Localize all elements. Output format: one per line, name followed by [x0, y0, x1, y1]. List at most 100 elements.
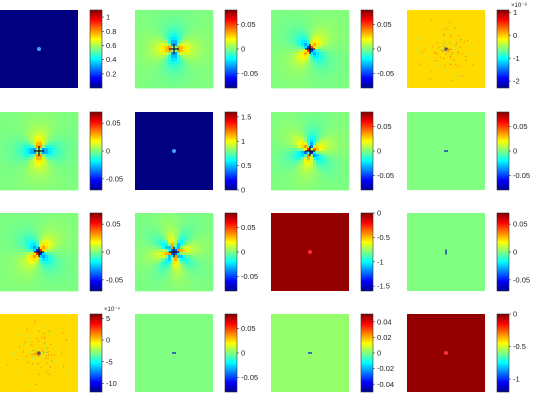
heatmap-cell — [337, 64, 341, 68]
heatmap-cell — [304, 154, 308, 158]
heatmap-cell — [138, 16, 142, 20]
heatmap-cell — [72, 231, 76, 235]
heatmap-cell — [0, 136, 4, 140]
heatmap-cell — [63, 145, 67, 149]
heatmap-cell — [204, 85, 208, 89]
heatmap-cell — [319, 130, 323, 134]
heatmap-cell — [277, 82, 281, 86]
heatmap-cell — [51, 169, 55, 173]
heatmap-cell — [45, 187, 49, 191]
heatmap-cell — [30, 118, 34, 122]
heatmap-cell — [168, 264, 172, 268]
heatmap-cell — [30, 264, 34, 268]
heatmap-cell — [48, 252, 52, 256]
heatmap-cell — [322, 148, 326, 152]
heatmap-cell — [183, 279, 187, 283]
heatmap-cell — [289, 73, 293, 77]
heatmap-cell — [271, 112, 275, 116]
heatmap-cell — [162, 219, 166, 223]
heatmap-cell — [201, 10, 205, 14]
heatmap-cell — [39, 157, 43, 161]
heatmap-cell — [334, 64, 338, 68]
heatmap-cell — [48, 163, 52, 167]
heatmap-cell — [295, 79, 299, 83]
noise-speck — [454, 50, 456, 52]
heatmap-cell — [30, 178, 34, 182]
heatmap-cell — [301, 52, 305, 56]
heatmap-cell — [36, 225, 40, 229]
heatmap-cell — [310, 43, 314, 47]
heatmap-cell — [183, 70, 187, 74]
heatmap-cell — [75, 178, 79, 182]
noise-speck — [40, 367, 42, 369]
heatmap-cell — [141, 40, 145, 44]
heatmap-cell — [325, 181, 329, 185]
heatmap-cell — [177, 31, 181, 35]
heatmap-cell — [33, 288, 37, 292]
heatmap-cell — [310, 55, 314, 59]
heatmap-cell — [21, 231, 25, 235]
heatmap-cell — [57, 130, 61, 134]
heatmap-cell — [75, 243, 79, 247]
heatmap-cell — [27, 246, 31, 250]
heatmap-cell — [331, 148, 335, 152]
heatmap-cell — [60, 267, 64, 271]
heatmap-cell — [12, 136, 16, 140]
heatmap-cell — [337, 121, 341, 125]
heatmap-cell — [24, 172, 28, 176]
heatmap-cell — [24, 124, 28, 128]
heatmap-cell — [63, 270, 67, 274]
heatmap-cell — [313, 55, 317, 59]
heatmap-cell — [198, 64, 202, 68]
heatmap-cell — [51, 213, 55, 217]
heatmap-cell — [15, 231, 19, 235]
heatmap-cell — [21, 142, 25, 146]
heatmap-cell — [153, 49, 157, 53]
heatmap-cell — [313, 64, 317, 68]
heatmap-cell — [39, 124, 43, 128]
heatmap-cell — [39, 169, 43, 173]
heatmap-cell — [141, 37, 145, 41]
heatmap-cell — [0, 279, 4, 283]
heatmap-cell — [18, 255, 22, 259]
heatmap-cell — [69, 228, 73, 232]
heatmap-cell — [283, 127, 287, 131]
noise-speck — [449, 50, 451, 52]
heatmap-cell — [271, 46, 275, 50]
heatmap-cell — [183, 231, 187, 235]
heatmap-cell — [66, 136, 70, 140]
heatmap-cell — [150, 55, 154, 59]
heatmap-cell — [210, 43, 214, 47]
heatmap-cell — [289, 28, 293, 32]
heatmap-cell — [292, 187, 296, 191]
heatmap-cell — [298, 16, 302, 20]
heatmap-cell — [307, 82, 311, 86]
heatmap-cell — [15, 121, 19, 125]
noise-speck — [31, 356, 33, 358]
heatmap-cell — [54, 145, 58, 149]
heatmap-cell — [277, 25, 281, 29]
heatmap-cell — [174, 270, 178, 274]
heatmap-cell — [75, 273, 79, 277]
heatmap-cell — [207, 31, 211, 35]
heatmap-cell — [18, 282, 22, 286]
heatmap-cell — [201, 40, 205, 44]
heatmap-cell — [192, 246, 196, 250]
heatmap-cell — [54, 160, 58, 164]
heatmap-cell — [204, 73, 208, 77]
heatmap-cell — [334, 139, 338, 143]
noise-speck — [63, 369, 65, 371]
heatmap-cell — [271, 37, 275, 41]
noise-speck — [37, 343, 39, 345]
heatmap-cell — [280, 46, 284, 50]
heatmap-cell — [144, 43, 148, 47]
heatmap-cell — [63, 181, 67, 185]
heatmap-cell — [195, 246, 199, 250]
heatmap-cell — [292, 25, 296, 29]
heatmap-cell — [27, 112, 31, 116]
panel-4-1: 50-5-10×10⁻⁴ — [0, 306, 120, 393]
colorbar-tick-label: 0.8 — [106, 27, 116, 36]
heatmap-cell — [328, 181, 332, 185]
heatmap-cell — [301, 133, 305, 137]
heatmap-cell — [60, 175, 64, 179]
